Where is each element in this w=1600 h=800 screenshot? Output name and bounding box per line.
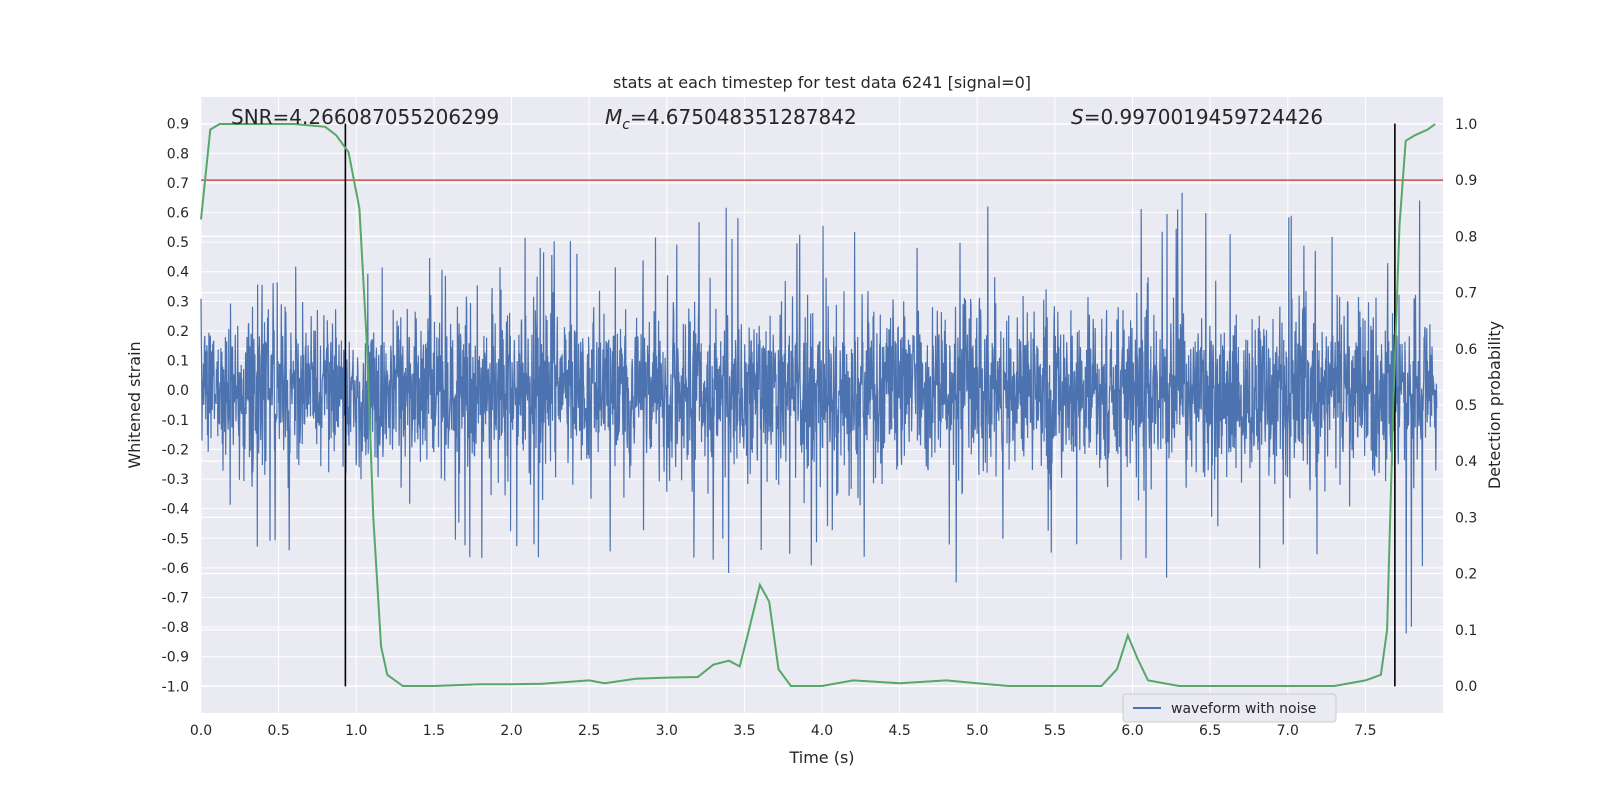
mc-subscript: c xyxy=(622,117,630,133)
y-right-tick-label: 1.0 xyxy=(1455,117,1477,133)
y-tick-label: 0.4 xyxy=(167,265,189,281)
y-axis-label-right: Detection probability xyxy=(1485,321,1504,489)
x-tick-label: 6.5 xyxy=(1199,723,1221,739)
y-right-tick-label: 0.1 xyxy=(1455,623,1477,639)
y-tick-label: 0.0 xyxy=(167,383,189,399)
y-tick-label: 0.3 xyxy=(167,294,189,310)
x-tick-label: 5.0 xyxy=(966,723,988,739)
waveform-series xyxy=(200,123,1443,687)
x-tick-label: 3.0 xyxy=(656,723,678,739)
y-right-tick-label: 0.3 xyxy=(1455,510,1477,526)
y-tick-label: 0.1 xyxy=(167,354,189,370)
x-axis-label: Time (s) xyxy=(788,748,854,767)
x-tick-label: 7.0 xyxy=(1277,723,1299,739)
y-tick-label: 0.7 xyxy=(167,176,189,192)
x-tick-label: 0.5 xyxy=(267,723,289,739)
mc-symbol: M xyxy=(605,105,622,129)
legend-entry: waveform with noise xyxy=(1171,701,1316,717)
y-ticks-left: 0.9 0.8 0.7 0.6 0.5 0.4 0.3 0.2 0.1 0.0 -0.1 -0.2 -0… xyxy=(162,117,189,696)
x-tick-label: 0.0 xyxy=(190,723,212,739)
y-right-tick-label: 0.9 xyxy=(1455,173,1477,189)
y-tick-label: -0.9 xyxy=(162,650,189,666)
y-axis-label-left: Whitened strain xyxy=(125,341,144,468)
y-tick-label: -0.5 xyxy=(162,531,189,547)
y-tick-label: -0.6 xyxy=(162,561,189,577)
y-right-tick-label: 0.8 xyxy=(1455,229,1477,245)
y-tick-label: 0.8 xyxy=(167,146,189,162)
legend-box xyxy=(1122,693,1337,723)
y-right-tick-label: 0.2 xyxy=(1455,567,1477,583)
mc-value: =4.675048351287842 xyxy=(630,105,857,129)
s-symbol: S xyxy=(1071,105,1084,129)
x-tick-label: 4.5 xyxy=(888,723,910,739)
waveform-line xyxy=(200,192,1438,634)
y-tick-label: -0.2 xyxy=(162,442,189,458)
s-annotation: S=0.9970019459724426 xyxy=(1071,105,1323,129)
y-tick-label: 0.6 xyxy=(167,206,189,222)
x-tick-label: 2.0 xyxy=(500,723,522,739)
y-right-tick-label: 0.0 xyxy=(1455,679,1477,695)
legend: waveform with noise xyxy=(1122,693,1337,723)
probability-line xyxy=(200,123,1436,687)
x-tick-label: 1.5 xyxy=(423,723,445,739)
s-value: =0.9970019459724426 xyxy=(1084,105,1323,129)
y-tick-label: -0.1 xyxy=(162,413,189,429)
y-right-tick-label: 0.6 xyxy=(1455,342,1477,358)
y-right-tick-label: 0.7 xyxy=(1455,286,1477,302)
x-tick-label: 2.5 xyxy=(578,723,600,739)
x-tick-label: 3.5 xyxy=(733,723,755,739)
x-tick-label: 6.0 xyxy=(1121,723,1143,739)
y-tick-label: -0.7 xyxy=(162,591,189,607)
x-tick-label: 1.0 xyxy=(345,723,367,739)
y-tick-label: -0.4 xyxy=(162,502,189,518)
y-right-tick-label: 0.5 xyxy=(1455,398,1477,414)
y-tick-label: -1.0 xyxy=(162,679,189,695)
y-right-tick-label: 0.4 xyxy=(1455,454,1477,470)
y-tick-label: -0.3 xyxy=(162,472,189,488)
x-tick-label: 4.0 xyxy=(811,723,833,739)
probability-series xyxy=(200,123,1436,687)
x-tick-label: 5.5 xyxy=(1044,723,1066,739)
mc-annotation: Mc=4.675048351287842 xyxy=(605,105,857,133)
x-tick-label: 7.5 xyxy=(1354,723,1376,739)
chart-title: stats at each timestep for test data 624… xyxy=(613,73,1031,92)
y-ticks-right: 1.0 0.9 0.8 0.7 0.6 0.5 0.4 0.3 0.2 0.1 0.0 xyxy=(1455,117,1477,695)
y-tick-label: -0.8 xyxy=(162,620,189,636)
y-tick-label: 0.2 xyxy=(167,324,189,340)
snr-annotation: SNR=4.266087055206299 xyxy=(231,105,499,129)
y-tick-label: 0.5 xyxy=(167,235,189,251)
y-tick-label: 0.9 xyxy=(167,117,189,133)
x-ticks: 0.0 0.5 1.0 1.5 2.0 2.5 3.0 3.5 4.0 4.5 5.0 5.5 6.0 6… xyxy=(190,723,1377,739)
